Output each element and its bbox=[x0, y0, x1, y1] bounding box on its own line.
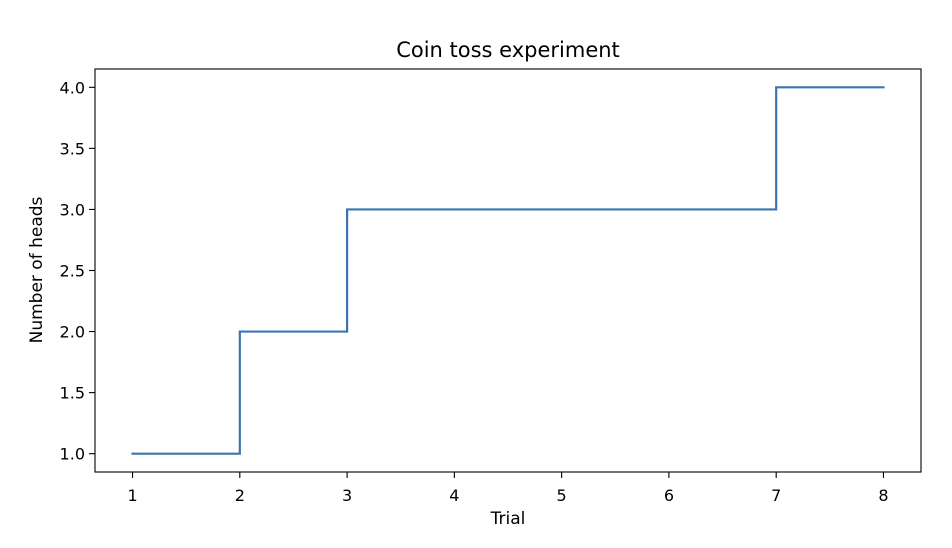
y-tick-label: 3.5 bbox=[60, 139, 85, 158]
y-tick-label: 2.0 bbox=[60, 323, 85, 342]
plot-area: 1.0 1.5 2.0 2.5 3.0 3.5 4.0 1 2 3 4 5 6 7 8 bbox=[60, 68, 922, 505]
x-tick-label: 2 bbox=[235, 486, 245, 505]
x-tick-label: 6 bbox=[664, 486, 674, 505]
y-tick-label: 3.0 bbox=[60, 200, 85, 219]
x-axis-label: Trial bbox=[490, 509, 526, 529]
x-tick-label: 1 bbox=[127, 486, 137, 505]
y-tick-label: 1.5 bbox=[60, 384, 85, 403]
y-tick-label: 4.0 bbox=[60, 78, 85, 97]
x-tick-label: 3 bbox=[342, 486, 352, 505]
chart-title: Coin toss experiment bbox=[396, 38, 620, 62]
y-tick-label: 1.0 bbox=[60, 445, 85, 464]
y-axis-ticks: 1.0 1.5 2.0 2.5 3.0 3.5 4.0 bbox=[60, 78, 95, 464]
x-tick-label: 8 bbox=[878, 486, 888, 505]
y-tick-label: 2.5 bbox=[60, 262, 85, 281]
y-axis-label: Number of heads bbox=[27, 196, 47, 343]
x-tick-label: 7 bbox=[771, 486, 781, 505]
step-series-line bbox=[131, 86, 885, 455]
x-axis-ticks: 1 2 3 4 5 6 7 8 bbox=[127, 472, 889, 505]
x-tick-label: 4 bbox=[449, 486, 459, 505]
x-tick-label: 5 bbox=[557, 486, 567, 505]
